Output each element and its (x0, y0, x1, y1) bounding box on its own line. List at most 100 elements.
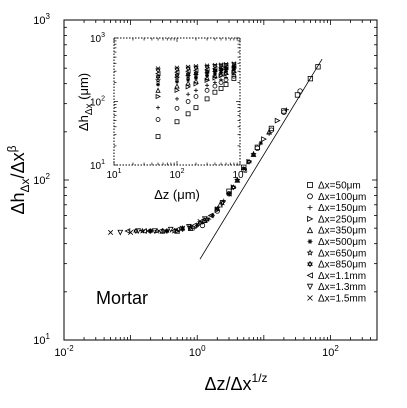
inset-data-point (212, 72, 217, 77)
inset-series (155, 73, 237, 122)
legend-label: Δx=1.1mm (318, 271, 366, 282)
inset-data-point (231, 76, 237, 81)
data-point (307, 75, 314, 82)
data-point (148, 228, 153, 234)
inset-axis-ticks: 101 102 103 101 102 103 (90, 32, 248, 181)
legend-label: Δx=150μm (318, 203, 366, 214)
inset-series (155, 64, 237, 80)
inset-data-point (193, 88, 198, 93)
inset-data-point (205, 73, 210, 78)
legend-item: Δx=250μm (307, 214, 366, 225)
inset-data-point (212, 65, 218, 72)
inset-background (114, 38, 240, 165)
inset-data-point (174, 72, 180, 78)
inset-data-point (204, 77, 210, 84)
inset-y-tick-label: 102 (90, 96, 105, 109)
inset-data-point (193, 64, 199, 69)
inset-data-point (185, 80, 191, 86)
inset-data-point (174, 83, 180, 89)
data-point (268, 125, 275, 132)
main-y-tick-label: 102 (33, 172, 50, 187)
inset-data-point (204, 87, 210, 93)
inset-data-point (218, 62, 224, 67)
inset-series (155, 76, 237, 140)
legend-label: Δx=1.3mm (318, 282, 366, 293)
legend-label: Δx=1.5mm (318, 294, 366, 305)
inset-data-points (155, 61, 237, 140)
inset-y-tick-label: 103 (90, 32, 105, 45)
data-point (294, 92, 301, 98)
inset-data-point (223, 82, 229, 87)
data-point (201, 216, 208, 223)
data-point (162, 228, 168, 234)
inset-data-point (204, 96, 210, 102)
main-series (117, 200, 226, 236)
inset-data-point (204, 66, 210, 73)
data-point (315, 64, 321, 70)
data-point (164, 228, 170, 234)
legend-item: Δx=850μm (307, 260, 366, 271)
inset-data-point (185, 71, 191, 77)
data-point (191, 222, 197, 229)
main-series (108, 206, 220, 235)
data-point (135, 228, 142, 235)
legend-marker (307, 205, 313, 211)
legend-marker (306, 226, 314, 234)
main-axis-ticks: 10-2 100 102 101 102 103 (33, 12, 378, 359)
inset-data-point (224, 75, 229, 80)
data-point (258, 140, 264, 146)
inset-series (156, 72, 236, 110)
data-point (117, 229, 124, 236)
legend: Δx=50μmΔx=100μmΔx=150μmΔx=250μmΔx=350μmΔ… (306, 181, 366, 305)
inset-data-point (155, 134, 161, 140)
data-point (297, 88, 303, 94)
data-point (108, 229, 114, 235)
inset-x-tick-label: 101 (106, 168, 121, 181)
inset-data-point (185, 64, 191, 70)
legend-label: Δx=650μm (318, 248, 366, 259)
inset-x-tick-label: 102 (169, 168, 184, 181)
data-point (241, 166, 247, 171)
main-data-points (108, 64, 321, 236)
data-point (281, 109, 287, 115)
inset-data-point (223, 61, 229, 67)
inset-series (155, 61, 237, 71)
data-point (261, 136, 267, 143)
inset-data-point (219, 77, 224, 82)
data-point (167, 226, 174, 233)
main-y-tick-label: 103 (33, 12, 50, 27)
inset-data-point (155, 73, 161, 80)
legend-marker (307, 182, 313, 188)
main-y-tick-label: 101 (33, 332, 50, 347)
inset-data-point (156, 105, 161, 110)
inset-y-axis-label: ΔhΔx (μm) (76, 73, 95, 131)
data-point (128, 229, 134, 235)
legend-marker (306, 249, 314, 256)
main-y-axis-label: ΔhΔx/Δxβ (5, 145, 32, 214)
legend-label: Δx=100μm (318, 192, 366, 203)
data-point (157, 228, 164, 234)
inset-data-point (185, 99, 191, 104)
data-point (151, 228, 158, 235)
data-point (254, 145, 261, 151)
legend-item: Δx=100μm (307, 192, 366, 203)
inset-data-point (155, 117, 161, 122)
legend-item: Δx=350μm (306, 226, 366, 237)
legend-item: Δx=50μm (307, 181, 361, 192)
data-point (186, 224, 192, 230)
inset-x-tick-label: 103 (232, 168, 247, 181)
legend-item: Δx=1.1mm (306, 271, 366, 282)
data-point (145, 228, 151, 234)
data-point (141, 228, 147, 234)
legend-item: Δx=500μm (307, 237, 366, 248)
data-point (179, 225, 185, 231)
data-point (246, 158, 252, 165)
data-point (266, 128, 273, 135)
inset-data-point (204, 63, 210, 69)
legend-marker (307, 239, 313, 244)
inset-data-point (155, 66, 161, 71)
main-series (148, 140, 264, 234)
legend-marker (307, 193, 313, 200)
data-point (219, 200, 226, 206)
legend-item: Δx=650μm (306, 248, 366, 259)
